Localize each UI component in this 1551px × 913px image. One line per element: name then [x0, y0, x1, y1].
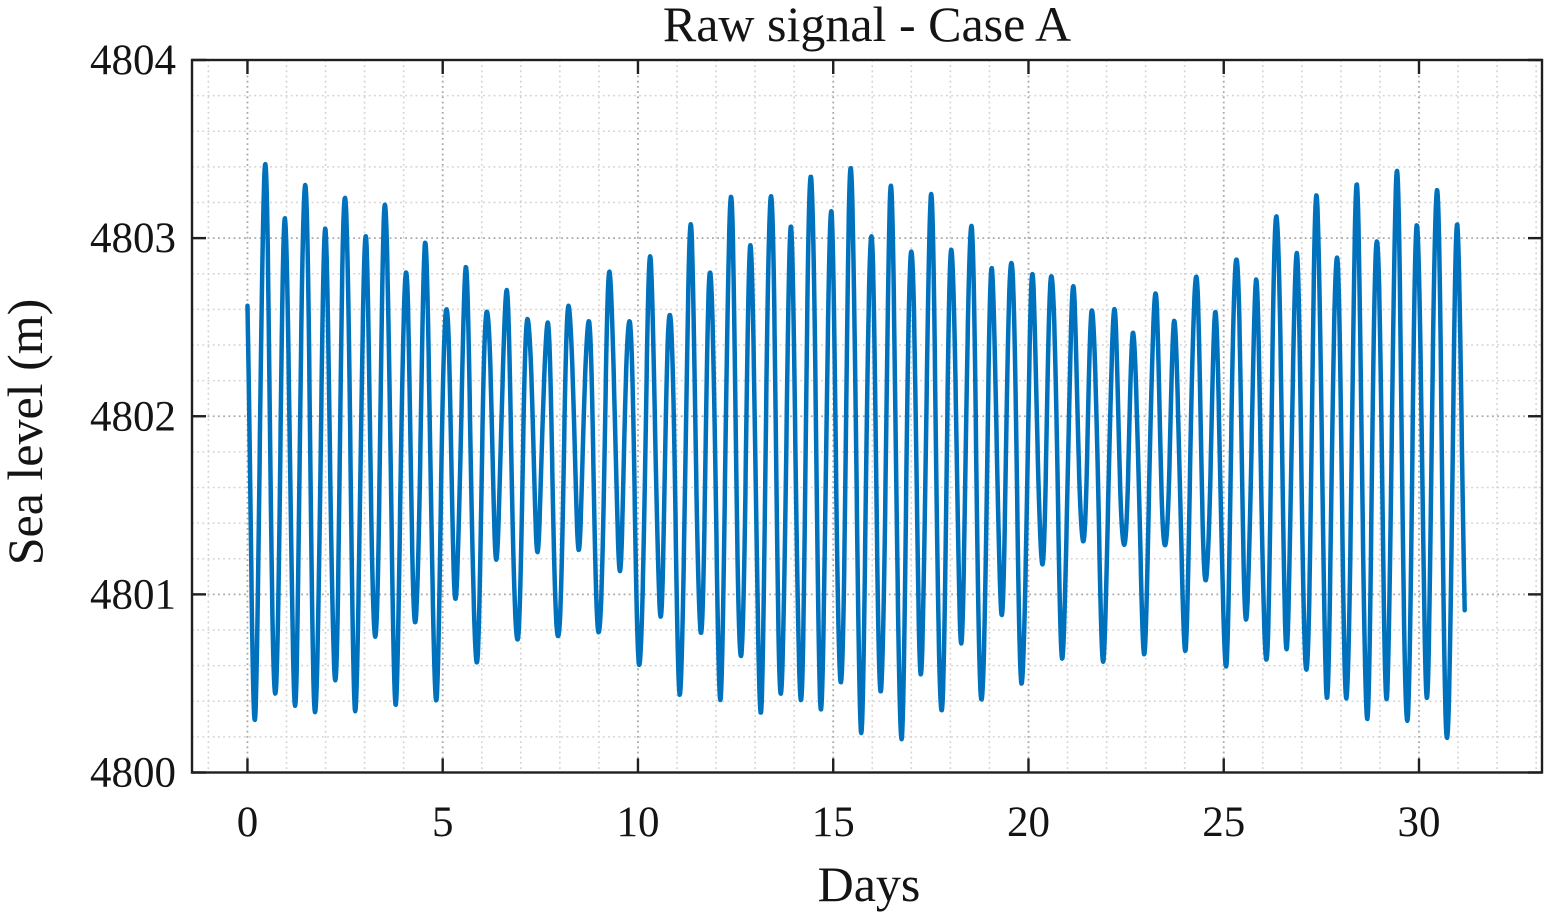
- x-tick-label-15: 15: [812, 799, 855, 846]
- y-tick-label-4802: 4802: [90, 393, 176, 440]
- tick-marks: [192, 58, 1542, 774]
- y-tick-label-4801: 4801: [90, 571, 176, 618]
- x-tick-label-0: 0: [237, 799, 259, 846]
- x-tick-label-20: 20: [1007, 799, 1050, 846]
- y-tick-label-4800: 4800: [90, 750, 176, 797]
- y-tick-label-4804: 4804: [90, 37, 176, 84]
- y-axis-label: Sea level (m): [0, 299, 53, 566]
- y-tick-label-4803: 4803: [90, 215, 176, 262]
- chart-title: Raw signal - Case A: [663, 0, 1071, 52]
- x-tick-label-5: 5: [432, 799, 454, 846]
- x-tick-label-10: 10: [616, 799, 659, 846]
- y-tick-labels: 4800 4801 4802 4803 4804: [90, 37, 176, 797]
- x-tick-labels: 0 5 10 15 20 25 30: [237, 799, 1441, 846]
- x-axis-label: Days: [818, 856, 921, 912]
- x-tick-label-30: 30: [1397, 799, 1440, 846]
- x-tick-label-25: 25: [1202, 799, 1245, 846]
- series-line: [245, 161, 1467, 742]
